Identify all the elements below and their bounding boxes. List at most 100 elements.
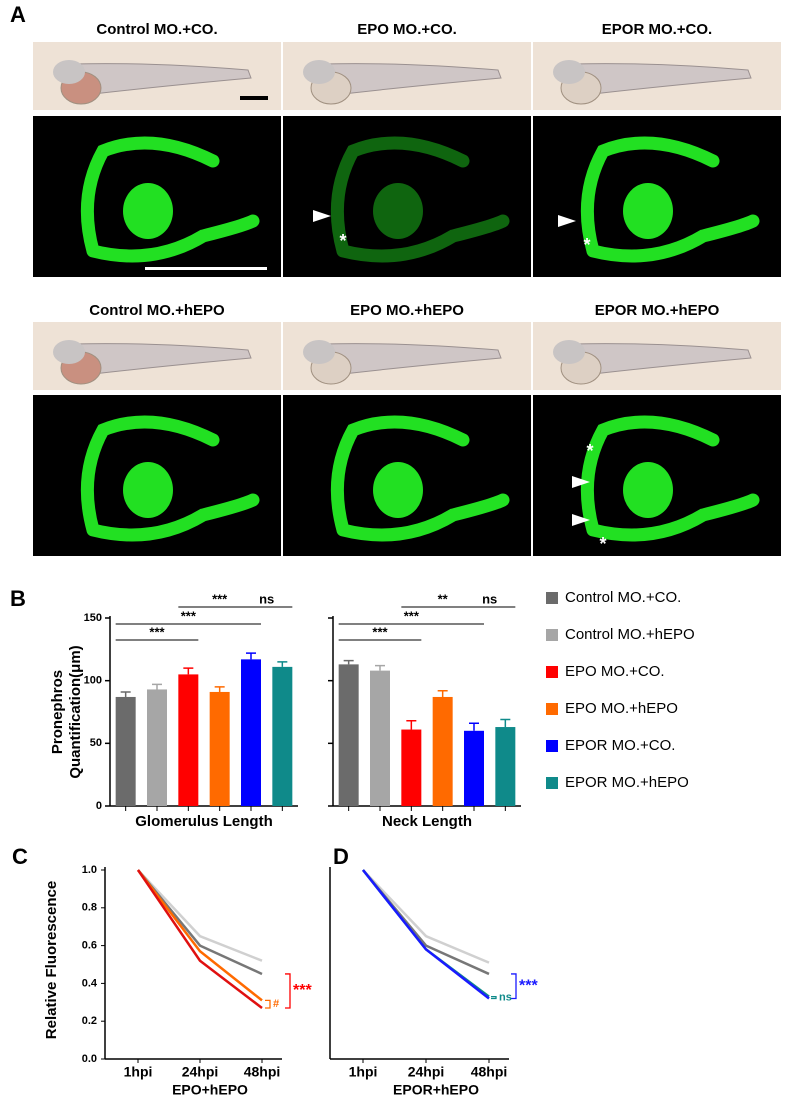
significance-label: *** <box>149 624 165 639</box>
error-bar <box>277 661 288 667</box>
significance-label: *** <box>293 982 312 999</box>
x-axis-label: Glomerulus Length <box>135 813 273 830</box>
error-bar <box>246 652 256 660</box>
error-bar <box>152 683 162 690</box>
panel-label: A <box>10 2 26 27</box>
x-tick-label: 48hpi <box>244 1064 281 1080</box>
bar <box>338 664 359 806</box>
y-tick-label: 0 <box>96 800 102 812</box>
embryo-head <box>53 340 85 364</box>
x-tick-label: 1hpi <box>349 1064 378 1080</box>
bar <box>209 691 230 806</box>
line <box>136 869 263 1009</box>
bar <box>241 659 261 806</box>
y-tick-label: 150 <box>84 612 102 624</box>
significance-label: *** <box>212 591 228 606</box>
y-tick-label: 100 <box>84 675 102 687</box>
y-tick-label: 0.8 <box>82 902 97 914</box>
legend-label: EPO MO.+hEPO <box>565 700 678 717</box>
pronephros <box>80 136 260 263</box>
y-tick-label: 0.6 <box>82 940 97 952</box>
line <box>137 869 263 1002</box>
significance-label: ns <box>499 991 512 1003</box>
embryo-body <box>572 63 752 95</box>
arrowhead <box>313 210 331 222</box>
x-axis-label: Neck Length <box>382 813 472 830</box>
significance-label: ** <box>438 591 449 606</box>
line <box>362 869 490 976</box>
error-bar <box>469 722 479 731</box>
x-tick-label: 24hpi <box>408 1064 445 1080</box>
arrowhead <box>558 215 576 227</box>
asterisk: * <box>586 441 593 461</box>
glomerulus <box>373 183 423 239</box>
legend-label: EPOR MO.+hEPO <box>565 774 689 791</box>
embryo-head <box>553 60 585 84</box>
panel-label: D <box>333 844 349 869</box>
line <box>137 869 263 962</box>
asterisk: * <box>583 235 590 255</box>
significance-bracket <box>491 995 497 1000</box>
legend-swatch <box>546 740 558 752</box>
legend-label: Control MO.+hEPO <box>565 626 695 643</box>
bar <box>147 689 167 806</box>
legend-label: EPOR MO.+CO. <box>565 737 675 754</box>
image-title: Control MO.+CO. <box>96 21 217 38</box>
image-title: EPOR MO.+hEPO <box>595 302 720 319</box>
y-tick-label: 1.0 <box>82 864 97 876</box>
y-tick-label: 0.2 <box>82 1015 97 1027</box>
embryo-head <box>303 340 335 364</box>
pronephros <box>580 415 760 542</box>
bar <box>115 696 136 806</box>
embryo-head <box>53 60 85 84</box>
scale-bar <box>240 96 268 100</box>
error-bar <box>500 718 511 728</box>
x-tick-label: 1hpi <box>124 1064 153 1080</box>
significance-label: *** <box>404 608 420 623</box>
line <box>362 869 490 964</box>
pronephros <box>580 136 760 263</box>
legend-label: EPO MO.+CO. <box>565 663 665 680</box>
glomerulus <box>623 462 673 518</box>
bar <box>272 666 293 806</box>
error-bar <box>120 691 131 697</box>
significance-label: ns <box>482 591 497 606</box>
significance-label: # <box>273 998 279 1010</box>
bar <box>370 670 390 806</box>
legend-swatch <box>546 777 558 789</box>
bar <box>178 674 199 806</box>
error-bar <box>406 720 417 730</box>
glomerulus <box>373 462 423 518</box>
line <box>137 869 263 976</box>
significance-label: *** <box>372 624 388 639</box>
error-bar <box>437 689 448 697</box>
y-tick-label: 0.4 <box>82 977 98 989</box>
legend-swatch <box>546 592 558 604</box>
y-tick-label: 0.0 <box>82 1053 97 1065</box>
embryo-body <box>322 343 502 375</box>
significance-label: *** <box>519 977 538 994</box>
x-axis-label: EPO+hEPO <box>172 1082 248 1098</box>
error-bar <box>183 667 194 675</box>
arrowhead <box>572 514 590 526</box>
fluorescence-image <box>283 116 531 277</box>
image-title: EPO MO.+hEPO <box>350 302 464 319</box>
y-tick-label: 50 <box>90 737 102 749</box>
error-bar <box>375 664 385 671</box>
x-tick-label: 48hpi <box>471 1064 508 1080</box>
legend-swatch <box>546 666 558 678</box>
significance-bracket <box>511 973 517 1000</box>
image-title: EPOR MO.+CO. <box>602 21 712 38</box>
significance-bracket <box>285 973 291 1009</box>
glomerulus <box>623 183 673 239</box>
asterisk: * <box>599 534 606 554</box>
bar <box>495 727 516 806</box>
embryo-body <box>72 343 252 375</box>
embryo-body <box>322 63 502 95</box>
legend-label: Control MO.+CO. <box>565 589 681 606</box>
legend-swatch <box>546 703 558 715</box>
y-axis-label: Pronephros <box>49 670 66 754</box>
bar <box>401 729 422 806</box>
image-title: EPO MO.+CO. <box>357 21 457 38</box>
